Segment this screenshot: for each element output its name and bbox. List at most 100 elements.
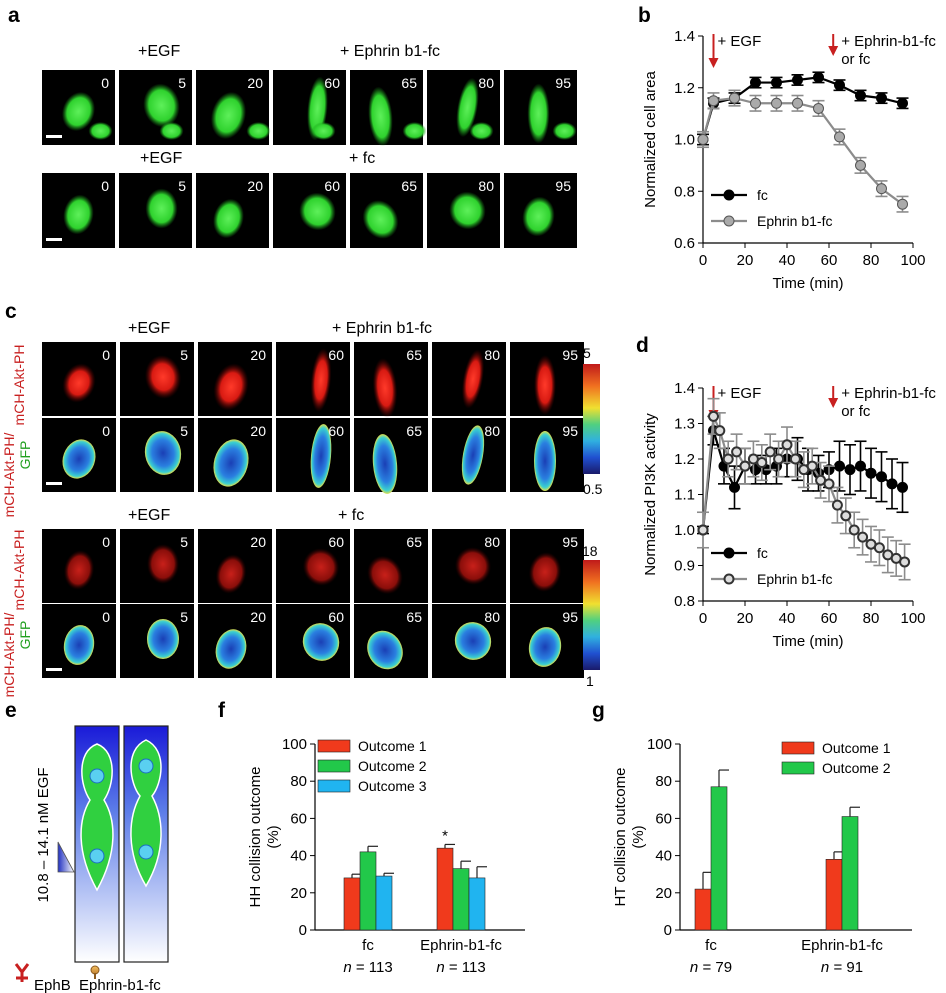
data-point	[771, 77, 782, 89]
cell-image	[456, 77, 479, 138]
y-tick-label: 20	[655, 885, 672, 902]
time-label: 65	[406, 347, 422, 363]
legend-label: Outcome 1	[358, 738, 427, 754]
time-label: 65	[401, 178, 417, 194]
time-label: 0	[102, 534, 110, 550]
a-row2-right-label: + fc	[349, 150, 375, 167]
legend-label: Ephrin b1-fc	[757, 213, 832, 229]
time-label: 0	[102, 609, 110, 625]
cell-image	[449, 191, 486, 230]
time-label: 95	[562, 423, 578, 439]
e-nucleus	[89, 848, 105, 864]
y-axis-title: Normalized PI3K activity	[642, 413, 659, 576]
data-point	[848, 524, 860, 536]
cell-image	[311, 122, 336, 140]
panel-label-f: f	[218, 699, 226, 722]
c-scale2-max: 18	[582, 543, 598, 559]
data-point	[823, 478, 835, 490]
time-label: 0	[102, 347, 110, 363]
c-side-label-4a: mCH-Akt-PH/	[1, 613, 17, 698]
data-point	[865, 467, 877, 479]
a-row1-right-label: + Ephrin b1-fc	[340, 43, 440, 60]
e-nucleus	[138, 758, 154, 774]
time-label: 95	[555, 75, 571, 91]
x-tick-label: 100	[900, 252, 925, 269]
data-point	[813, 102, 824, 114]
cell-image	[143, 83, 180, 128]
data-point	[840, 510, 852, 522]
cell-image	[368, 86, 393, 147]
egf-arrow-head	[708, 58, 719, 68]
ephrin-annotation: or fc	[841, 403, 871, 420]
panel-label-d: d	[636, 334, 649, 357]
time-label: 80	[484, 423, 500, 439]
y-tick-label: 0	[664, 922, 672, 939]
y-tick-label: 1.4	[674, 380, 695, 397]
category-label: Ephrin-b1-fc	[420, 937, 502, 954]
data-point	[806, 460, 818, 472]
time-label: 95	[562, 534, 578, 550]
y-axis-unit: (%)	[265, 825, 282, 848]
time-label: 80	[478, 178, 494, 194]
x-tick-label: 80	[863, 252, 880, 269]
time-label: 95	[562, 347, 578, 363]
e-gradient-wedge	[57, 841, 75, 873]
data-point	[781, 439, 793, 451]
c-colorbar-2	[583, 560, 600, 670]
time-label: 60	[328, 609, 344, 625]
legend-swatch	[317, 759, 351, 773]
x-tick-label: 60	[821, 252, 838, 269]
c-scale1-min: 0.5	[583, 481, 603, 497]
legend-swatch	[781, 761, 815, 775]
legend-label: Outcome 2	[358, 758, 427, 774]
x-tick-label: 20	[737, 252, 754, 269]
cell-image	[372, 434, 398, 494]
bar	[694, 888, 712, 931]
data-point	[722, 453, 734, 465]
data-point	[813, 71, 824, 83]
time-label: 60	[324, 178, 340, 194]
cell-image	[299, 192, 336, 231]
data-point	[876, 183, 887, 195]
panel-label-b: b	[638, 4, 651, 27]
legend-swatch	[781, 741, 815, 755]
data-point	[697, 524, 709, 536]
time-label: 5	[180, 423, 188, 439]
time-label: 80	[478, 75, 494, 91]
n-symbol: n	[343, 959, 356, 976]
time-label: 95	[562, 609, 578, 625]
time-label: 60	[328, 347, 344, 363]
data-point	[897, 198, 908, 210]
e-nucleus	[138, 844, 154, 860]
y-tick-label: 20	[290, 885, 307, 902]
y-tick-label: 40	[655, 848, 672, 865]
c-row2-left-label: +EGF	[128, 507, 170, 524]
time-label: 0	[101, 178, 109, 194]
data-point	[739, 460, 751, 472]
scale-bar	[46, 482, 62, 485]
data-point	[708, 410, 719, 422]
legend-label: Outcome 3	[358, 778, 427, 794]
data-point	[873, 542, 885, 554]
time-label: 5	[180, 609, 188, 625]
e-ephrin-label: Ephrin-b1-fc	[79, 977, 161, 993]
ephrin-ligand-icon	[90, 965, 100, 975]
ephrin-annotation: + Ephrin-b1-fc	[841, 33, 936, 50]
legend-swatch	[317, 739, 351, 753]
bar	[452, 868, 470, 931]
ephrin-ligand-stem	[94, 973, 96, 979]
ephrin-annotation: + Ephrin-b1-fc	[841, 385, 936, 402]
y-axis-title: Normalized cell area	[642, 70, 659, 207]
data-point	[697, 134, 709, 145]
y-tick-label: 100	[282, 736, 307, 753]
cell-image	[210, 91, 247, 140]
cell-image	[147, 619, 179, 659]
x-tick-label: 0	[699, 252, 707, 269]
time-label: 60	[328, 423, 344, 439]
c-side-label-1: mCH-Akt-PH	[11, 345, 27, 426]
data-point	[789, 453, 801, 465]
bar	[710, 786, 728, 931]
x-axis-title: Time (min)	[772, 633, 843, 650]
x-tick-label: 20	[737, 610, 754, 627]
